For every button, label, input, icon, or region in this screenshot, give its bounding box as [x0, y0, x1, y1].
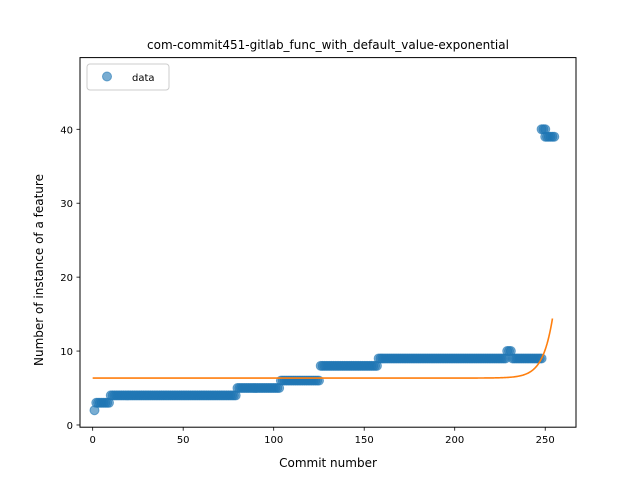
x-tick-label: 250 — [536, 435, 555, 446]
y-tick-label: 30 — [60, 199, 73, 210]
y-tick-label: 10 — [60, 347, 73, 358]
legend-label-data: data — [132, 73, 155, 84]
x-tick-label: 200 — [445, 435, 464, 446]
fit-line — [92, 318, 554, 379]
x-tick-label: 100 — [264, 435, 283, 446]
y-axis-label: Number of instance of a feature — [32, 174, 46, 366]
legend-marker-data — [102, 71, 112, 82]
x-tick-label: 0 — [89, 435, 95, 446]
x-axis-label: Commit number — [279, 456, 377, 470]
x-tick-label: 150 — [355, 435, 374, 446]
y-tick-label: 0 — [67, 421, 73, 432]
y-tick-label: 20 — [60, 273, 73, 284]
x-axis: 0 50 100 150 200 250 — [89, 427, 555, 446]
plot-frame — [79, 57, 577, 428]
y-tick-label: 40 — [60, 125, 73, 136]
legend: data — [86, 63, 170, 91]
data-point — [549, 131, 560, 142]
plot-area — [89, 124, 560, 416]
y-axis: 0 10 20 30 40 — [60, 125, 80, 432]
legend-box — [86, 63, 170, 91]
chart-title: com-commit451-gitlab_func_with_default_v… — [147, 38, 509, 52]
x-tick-label: 50 — [177, 435, 190, 446]
